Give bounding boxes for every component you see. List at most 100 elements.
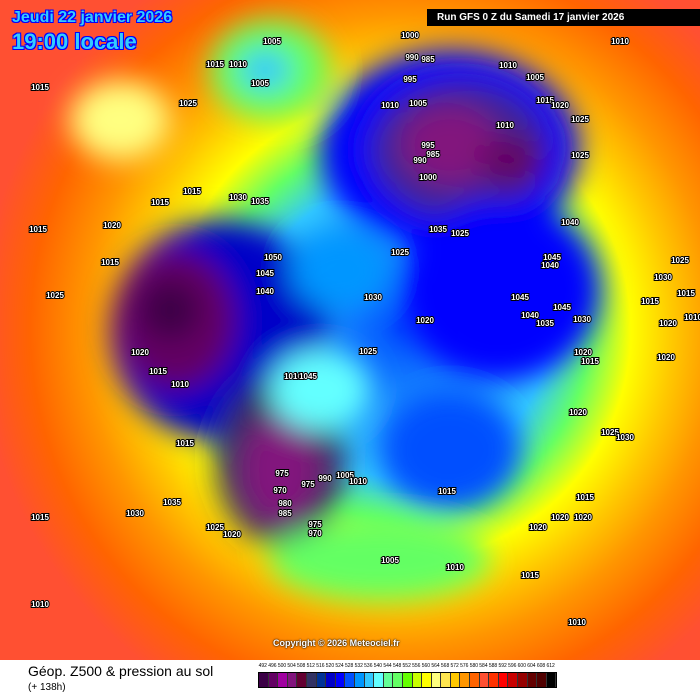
legend-swatch <box>489 673 499 687</box>
pressure-label: 1015 <box>521 571 539 580</box>
geopotential-field <box>70 20 600 600</box>
legend-swatch <box>278 673 288 687</box>
pressure-label: 975 <box>301 480 315 489</box>
pressure-label: 985 <box>426 150 440 159</box>
pressure-label: 1000 <box>401 31 419 40</box>
legend-swatch <box>316 673 327 687</box>
pressure-label: 1025 <box>451 229 469 238</box>
pressure-label: 1040 <box>561 218 579 227</box>
legend-swatch <box>460 673 471 687</box>
pressure-label: 990 <box>405 53 419 62</box>
pressure-label: 1020 <box>223 530 241 539</box>
pressure-label: 1025 <box>359 347 377 356</box>
legend-tick: 532 <box>354 663 363 669</box>
pressure-label: 1005 <box>263 37 281 46</box>
legend-tick: 552 <box>402 663 411 669</box>
legend-tick: 520 <box>325 663 335 669</box>
legend-swatch <box>374 673 384 687</box>
pressure-label: 1010 <box>684 313 700 322</box>
legend-swatch <box>498 673 509 687</box>
pressure-label: 990 <box>413 156 427 165</box>
pressure-label: 1010 <box>568 618 586 627</box>
pressure-label: 1015 <box>581 357 599 366</box>
legend-tick: 496 <box>268 663 277 669</box>
pressure-label: 1025 <box>671 256 689 265</box>
pressure-label: 1020 <box>103 221 121 230</box>
pressure-label: 1030 <box>573 315 591 324</box>
legend-swatch <box>450 673 461 687</box>
pressure-label: 1000 <box>419 173 437 182</box>
legend-tick: 548 <box>392 663 402 669</box>
legend-tick: 544 <box>383 663 392 669</box>
pressure-label: 1020 <box>416 316 434 325</box>
pressure-label: 985 <box>421 55 435 64</box>
pressure-label: 1020 <box>529 523 547 532</box>
legend-tick: 596 <box>508 663 517 669</box>
pressure-label: 1035 <box>429 225 447 234</box>
pressure-label: 1025 <box>391 248 409 257</box>
pressure-label: 1015 <box>183 187 201 196</box>
legend-footer: Géop. Z500 & pression au sol (+ 138h) 49… <box>0 660 700 700</box>
forecast-date: Jeudi 22 janvier 2026 <box>12 9 173 26</box>
legend-swatch <box>422 673 432 687</box>
legend-swatch <box>546 673 557 687</box>
legend-swatch <box>259 673 269 687</box>
legend-swatch <box>431 673 442 687</box>
legend-swatch <box>383 673 394 687</box>
pressure-label: 990 <box>318 474 332 483</box>
legend-tick: 580 <box>469 663 479 669</box>
pressure-label: 1010 <box>284 372 302 381</box>
legend-swatch <box>297 673 307 687</box>
forecast-hour: (+ 138h) <box>28 682 66 693</box>
pressure-label: 970 <box>273 486 287 495</box>
pressure-label: 1015 <box>677 289 695 298</box>
pressure-label: 1010 <box>496 121 514 130</box>
pressure-label: 1015 <box>176 439 194 448</box>
pressure-label: 1010 <box>499 61 517 70</box>
legend-tick: 508 <box>297 663 306 669</box>
pressure-label: 1015 <box>31 513 49 522</box>
pressure-label: 995 <box>421 141 435 150</box>
legend-swatch <box>393 673 403 687</box>
legend-tick: 512 <box>306 663 315 669</box>
pressure-label: 1015 <box>31 83 49 92</box>
legend-swatch <box>479 673 490 687</box>
legend-swatch <box>364 673 375 687</box>
pressure-label: 1005 <box>381 556 399 565</box>
legend-tick: 536 <box>364 663 373 669</box>
pressure-label: 1010 <box>31 600 49 609</box>
legend-tick: 588 <box>488 663 498 669</box>
pressure-label: 1020 <box>657 353 675 362</box>
pressure-label: 1015 <box>29 225 47 234</box>
pressure-label: 1045 <box>543 253 561 262</box>
pressure-label: 975 <box>275 469 289 478</box>
legend-tick: 528 <box>344 663 354 669</box>
pressure-label: 1030 <box>616 433 634 442</box>
pressure-label: 1005 <box>336 471 354 480</box>
pressure-label: 1025 <box>571 115 589 124</box>
pressure-label: 1020 <box>551 101 569 110</box>
legend-swatch <box>326 673 336 687</box>
pressure-label: 1020 <box>574 348 592 357</box>
legend-swatch <box>412 673 423 687</box>
pressure-label: 1005 <box>526 73 544 82</box>
legend-swatch <box>345 673 355 687</box>
color-scale: 492 496 500 504 508 512 516 520 524 528 532 536 540 5… <box>258 663 558 688</box>
legend-tick: 608 <box>536 663 546 669</box>
pressure-label: 970 <box>308 529 322 538</box>
pressure-label: 1010 <box>349 477 367 486</box>
pressure-label: 1025 <box>206 523 224 532</box>
legend-swatch <box>402 673 413 687</box>
pressure-label: 1005 <box>251 79 269 88</box>
pressure-label: 1035 <box>536 319 554 328</box>
legend-tick: 600 <box>517 663 526 669</box>
run-info: Run GFS 0 Z du Samedi 17 janvier 2026 <box>427 9 700 26</box>
pressure-label: 1025 <box>46 291 64 300</box>
pressure-label: 1015 <box>576 493 594 502</box>
pressure-label: 985 <box>278 509 292 518</box>
pressure-label: 1015 <box>536 96 554 105</box>
legend-tick: 604 <box>527 663 536 669</box>
pressure-label: 1010 <box>229 60 247 69</box>
